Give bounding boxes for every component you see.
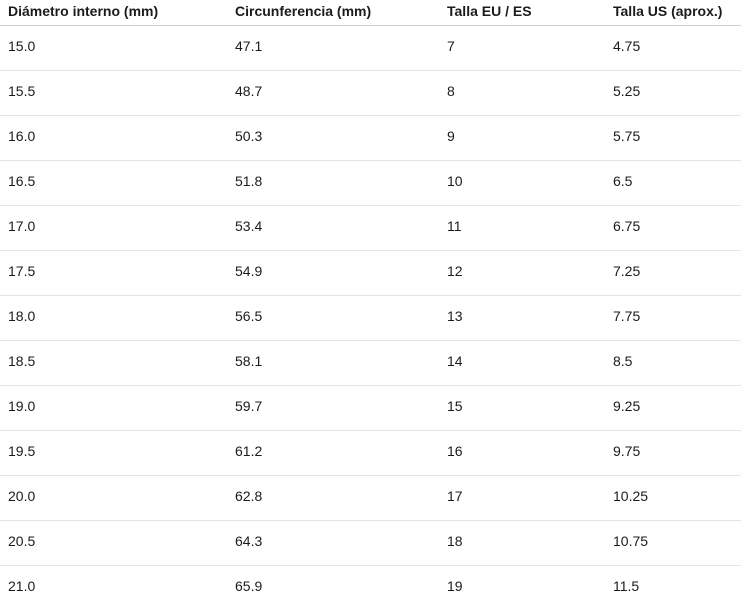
table-cell: 5.75: [605, 115, 741, 161]
table-body: 15.0 47.1 7 4.75 15.5 48.7 8 5.25 16.0 50.3 9 5.75 1…: [0, 25, 741, 611]
table-row: 18.0 56.5 13 7.75: [0, 295, 741, 341]
table-cell: 5.25: [605, 70, 741, 116]
column-header: Talla US (aprox.): [605, 0, 741, 26]
table-cell: 10: [439, 160, 605, 206]
table-row: 19.5 61.2 16 9.75: [0, 430, 741, 476]
table-cell: 19.0: [0, 385, 227, 431]
table-cell: 7: [439, 25, 605, 71]
table-cell: 18.0: [0, 295, 227, 341]
table-cell: 17.0: [0, 205, 227, 251]
table-cell: 6.75: [605, 205, 741, 251]
table-cell: 15.0: [0, 25, 227, 71]
table-cell: 13: [439, 295, 605, 341]
table-cell: 58.1: [227, 340, 439, 386]
column-header: Diámetro interno (mm): [0, 0, 227, 26]
table-cell: 20.5: [0, 520, 227, 566]
table-cell: 9.25: [605, 385, 741, 431]
table-cell: 12: [439, 250, 605, 296]
table-cell: 17.5: [0, 250, 227, 296]
table-cell: 7.75: [605, 295, 741, 341]
table-cell: 64.3: [227, 520, 439, 566]
table-cell: 10.75: [605, 520, 741, 566]
table-cell: 19.5: [0, 430, 227, 476]
table-cell: 18.5: [0, 340, 227, 386]
table-row: 21.0 65.9 19 11.5: [0, 566, 741, 611]
table-cell: 48.7: [227, 70, 439, 116]
table-cell: 18: [439, 520, 605, 566]
table-row: 18.5 58.1 14 8.5: [0, 340, 741, 386]
table-cell: 15.5: [0, 70, 227, 116]
table-cell: 17: [439, 475, 605, 521]
table-row: 17.5 54.9 12 7.25: [0, 250, 741, 296]
table-row: 20.0 62.8 17 10.25: [0, 475, 741, 521]
table-cell: 20.0: [0, 475, 227, 521]
table-cell: 51.8: [227, 160, 439, 206]
table-cell: 8: [439, 70, 605, 116]
table-cell: 19: [447, 578, 463, 594]
table-cell: 10.25: [605, 475, 741, 521]
table-row: 15.0 47.1 7 4.75: [0, 25, 741, 71]
table-row: 16.0 50.3 9 5.75: [0, 115, 741, 161]
table-cell: 50.3: [227, 115, 439, 161]
header-row: Diámetro interno (mm) Circunferencia (mm)…: [0, 0, 741, 26]
table-cell: 11: [439, 205, 605, 251]
table-cell: 15: [439, 385, 605, 431]
table-cell: 11.5: [613, 578, 640, 594]
table-cell: 61.2: [227, 430, 439, 476]
table-cell: 21.0: [8, 578, 36, 594]
column-header: Talla EU / ES: [439, 0, 605, 26]
table-cell: 56.5: [227, 295, 439, 341]
table-row: 16.5 51.8 10 6.5: [0, 160, 741, 206]
table-cell: 16.0: [0, 115, 227, 161]
table-cell: 9.75: [605, 430, 741, 476]
table-cell: 65.9: [235, 578, 263, 594]
table-cell: 8.5: [605, 340, 741, 386]
column-header: Circunferencia (mm): [227, 0, 439, 26]
table-cell: 16.5: [0, 160, 227, 206]
table-row: 15.5 48.7 8 5.25: [0, 70, 741, 116]
table-cell: 7.25: [605, 250, 741, 296]
table-cell: 16: [439, 430, 605, 476]
table-cell: 47.1: [227, 25, 439, 71]
table-cell: 14: [439, 340, 605, 386]
table-cell: 59.7: [227, 385, 439, 431]
table-cell: 62.8: [227, 475, 439, 521]
table-cell: 54.9: [227, 250, 439, 296]
table-cell: 4.75: [605, 25, 741, 71]
table-row: 20.5 64.3 18 10.75: [0, 520, 741, 566]
table-cell: 9: [439, 115, 605, 161]
table-row: 17.0 53.4 11 6.75: [0, 205, 741, 251]
table-cell: 53.4: [227, 205, 439, 251]
table-cell: 6.5: [605, 160, 741, 206]
table-row: 19.0 59.7 15 9.25: [0, 385, 741, 431]
